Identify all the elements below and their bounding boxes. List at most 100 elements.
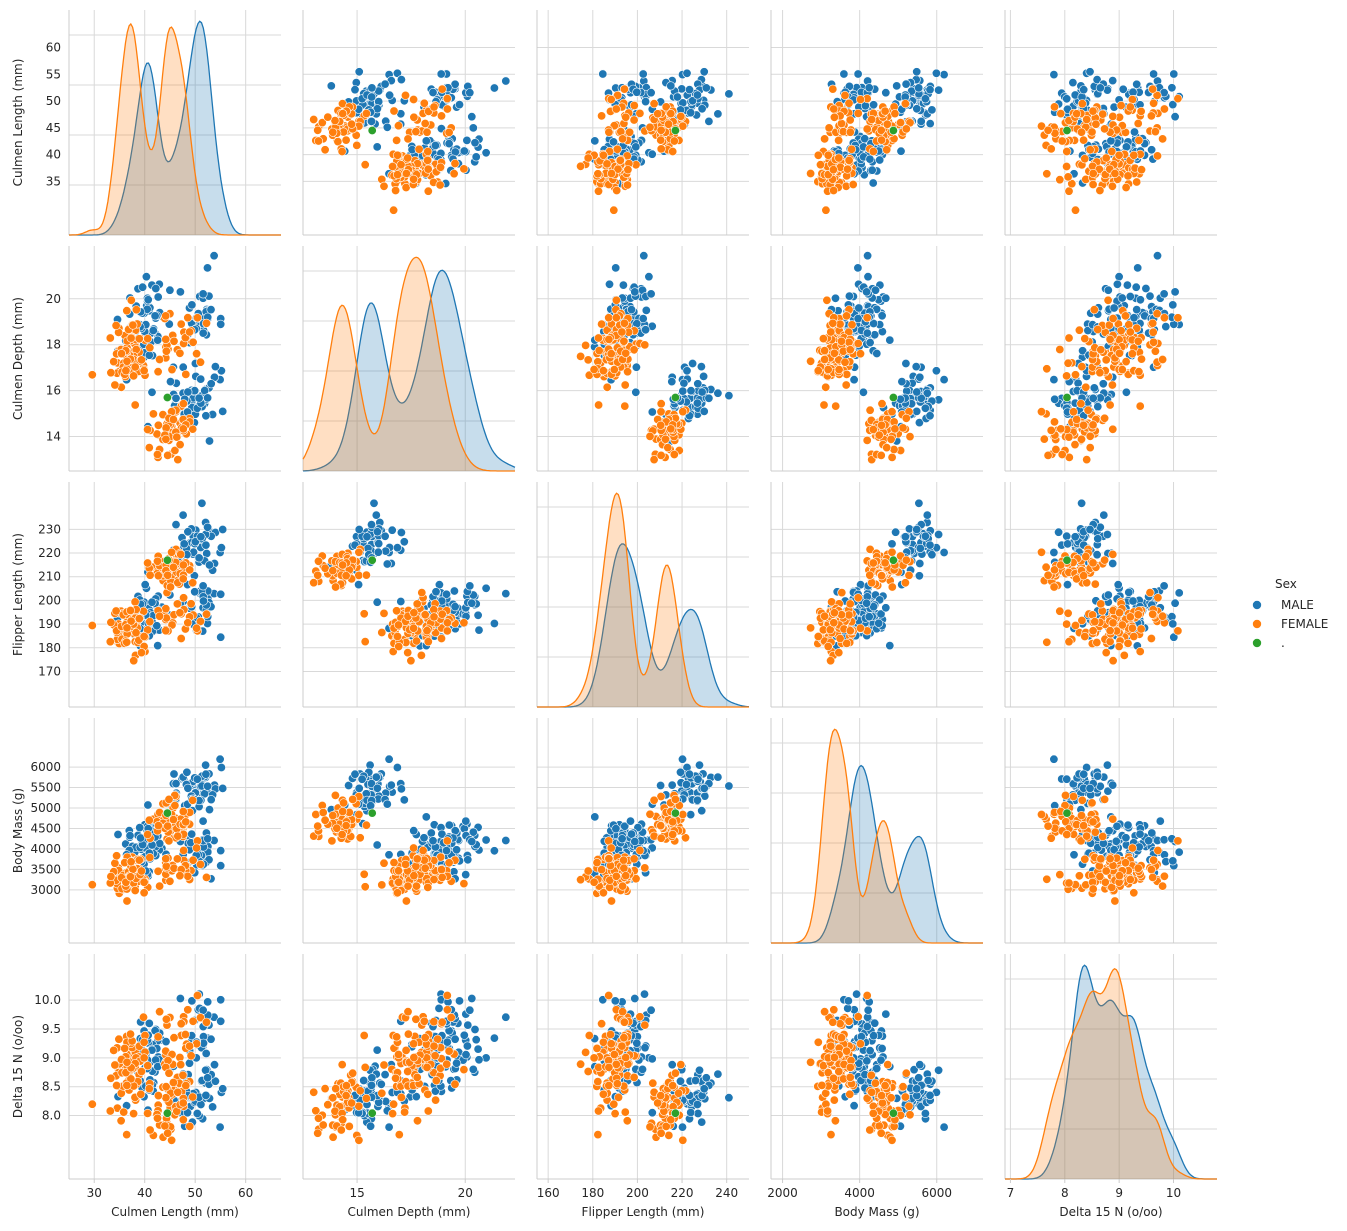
point-female: [1037, 407, 1047, 417]
point-male: [699, 406, 709, 416]
panel-cl-vs-bm: [770, 10, 983, 236]
point-male: [470, 138, 480, 148]
point-female: [327, 836, 337, 846]
point-male: [863, 272, 873, 282]
point-female: [829, 618, 839, 628]
point-male: [1077, 498, 1087, 508]
point-female: [110, 380, 120, 390]
point-male: [699, 371, 709, 381]
point-female: [167, 365, 177, 375]
y-tick-label: 230: [38, 522, 61, 536]
point-male: [656, 780, 666, 790]
point-female: [436, 111, 446, 121]
point-female: [400, 90, 410, 100]
point-female: [1153, 151, 1163, 161]
point-male: [1063, 539, 1073, 549]
point-female: [604, 313, 614, 323]
point-female: [442, 94, 452, 104]
point-male: [380, 79, 390, 89]
point-female: [1042, 169, 1052, 179]
point-female: [409, 608, 419, 618]
point-male: [682, 68, 692, 78]
point-male: [373, 547, 383, 557]
point-female: [886, 434, 896, 444]
point-female: [823, 641, 833, 651]
point-female: [619, 84, 629, 94]
point-female: [435, 162, 445, 172]
point-female: [620, 401, 630, 411]
point-female: [593, 169, 603, 179]
point-female: [411, 861, 421, 871]
point-female: [161, 434, 171, 444]
point-female: [1108, 111, 1118, 121]
point-female: [1085, 443, 1095, 453]
point-male: [682, 366, 692, 376]
point-dot: [162, 808, 172, 818]
point-male: [489, 618, 499, 628]
point-female: [1158, 134, 1168, 144]
point-male: [896, 146, 906, 156]
point-female: [1125, 102, 1135, 112]
point-dot: [888, 126, 898, 136]
point-male: [875, 155, 885, 165]
point-male: [148, 325, 158, 335]
point-female: [1087, 127, 1097, 137]
point-female: [676, 111, 686, 121]
point-female: [1105, 400, 1115, 410]
point-male: [632, 87, 642, 97]
point-male: [218, 406, 228, 416]
point-female: [361, 820, 371, 830]
point-female: [656, 135, 666, 145]
point-male: [462, 135, 472, 145]
point-female: [309, 578, 319, 588]
point-female: [360, 637, 370, 647]
point-female: [129, 656, 139, 666]
point-female: [175, 608, 185, 618]
point-female: [423, 155, 433, 165]
point-female: [1082, 455, 1092, 465]
y-tick-label: 5000: [30, 801, 61, 815]
point-male: [450, 602, 460, 612]
point-female: [137, 355, 147, 365]
point-male: [865, 154, 875, 164]
point-male: [1079, 85, 1089, 95]
y-tick-label: 55: [46, 67, 61, 81]
point-female: [604, 127, 614, 137]
point-male: [927, 550, 937, 560]
point-male: [697, 104, 707, 114]
point-male: [1108, 76, 1118, 86]
point-female: [420, 863, 430, 873]
point-male: [392, 543, 402, 553]
point-female: [403, 648, 413, 658]
point-female: [394, 877, 404, 887]
point-female: [420, 610, 430, 620]
point-male: [382, 799, 392, 809]
point-male: [677, 754, 687, 764]
point-female: [396, 160, 406, 170]
point-male: [666, 81, 676, 91]
point-female: [392, 135, 402, 145]
point-female: [645, 431, 655, 441]
point-female: [1088, 420, 1098, 430]
point-male: [215, 754, 225, 764]
point-female: [423, 164, 433, 174]
point-male: [915, 543, 925, 553]
point-female: [183, 313, 193, 323]
point-female: [593, 333, 603, 343]
point-female: [459, 164, 469, 174]
point-female: [87, 880, 97, 890]
point-female: [576, 351, 586, 361]
point-female: [377, 880, 387, 890]
point-male: [900, 532, 910, 542]
point-female: [409, 174, 419, 184]
point-female: [429, 102, 439, 112]
point-female: [1062, 619, 1072, 629]
point-male: [354, 524, 364, 534]
point-male: [626, 305, 636, 315]
point-female: [137, 866, 147, 876]
point-male: [354, 783, 364, 793]
point-male: [1149, 69, 1159, 79]
point-female: [581, 340, 591, 350]
point-female: [1072, 109, 1082, 119]
point-male: [914, 83, 924, 93]
